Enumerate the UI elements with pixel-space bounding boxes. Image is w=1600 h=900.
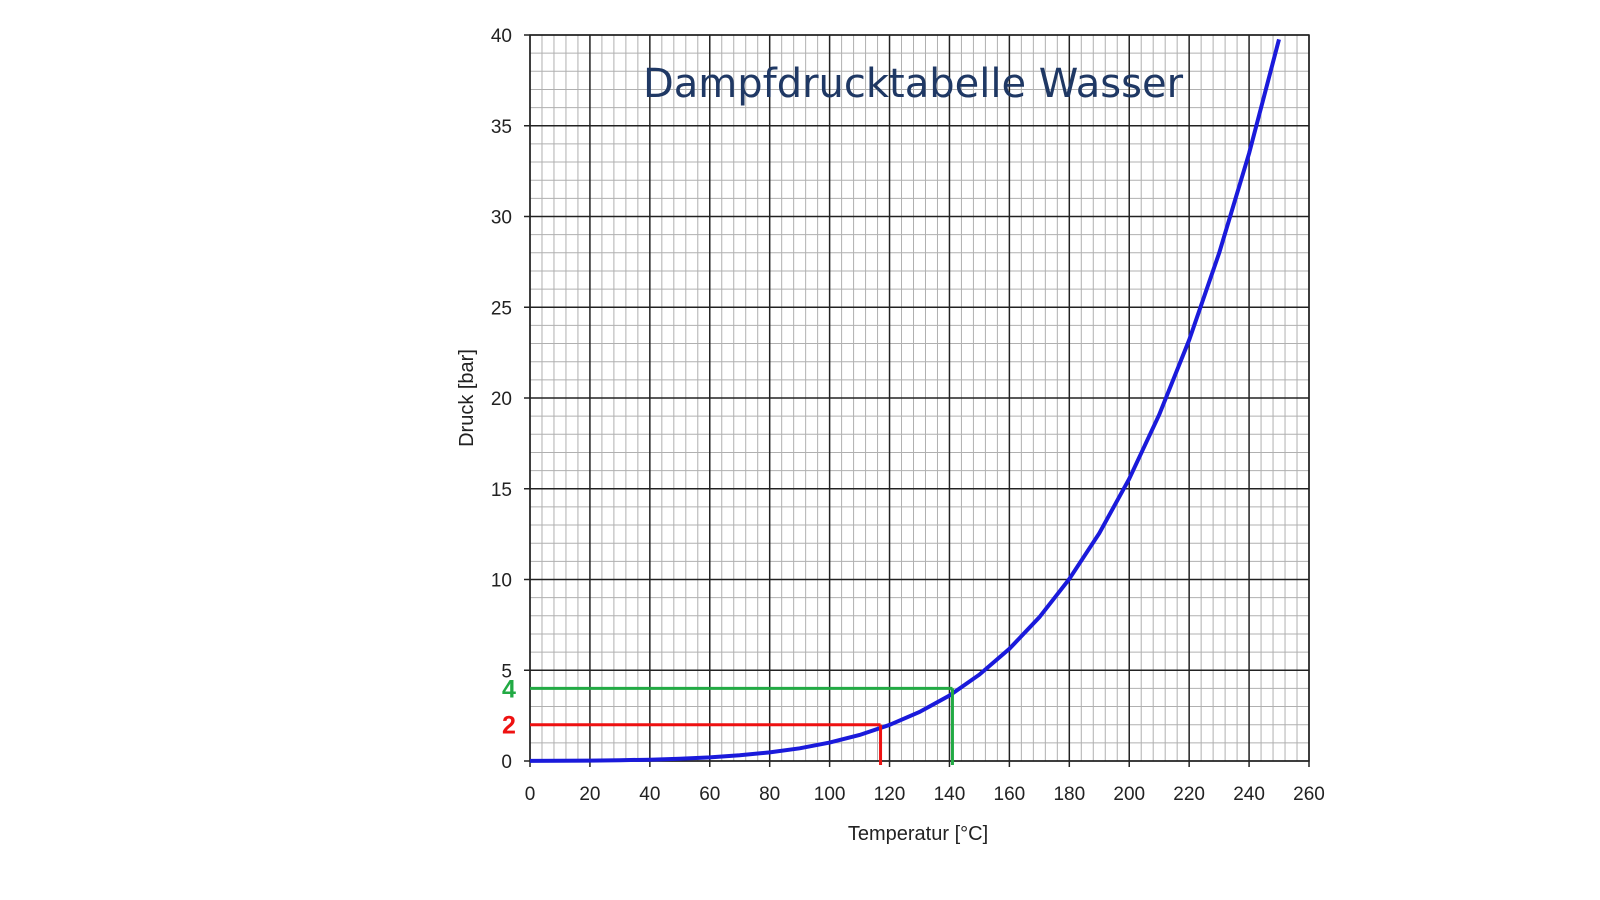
x-tick-label: 60 <box>699 784 720 805</box>
y-axis-title: Druck [bar] <box>456 349 478 447</box>
y-tick-label: 15 <box>491 480 512 501</box>
x-tick-label: 160 <box>994 784 1026 805</box>
y-tick-label: 35 <box>491 117 512 138</box>
x-tick-label: 80 <box>759 784 780 805</box>
x-tick-label: 140 <box>934 784 966 805</box>
x-tick-label: 20 <box>579 784 600 805</box>
x-tick-label: 180 <box>1053 784 1085 805</box>
x-axis-title: Temperatur [°C] <box>848 823 988 845</box>
marker-label: 2 <box>502 712 516 740</box>
x-tick-label: 0 <box>525 784 536 805</box>
x-tick-label: 260 <box>1293 784 1325 805</box>
y-tick-label: 10 <box>491 571 512 592</box>
x-tick-label: 120 <box>874 784 906 805</box>
x-tick-label: 200 <box>1113 784 1145 805</box>
y-tick-label: 25 <box>491 298 512 319</box>
x-tick-label: 240 <box>1233 784 1265 805</box>
x-tick-label: 220 <box>1173 784 1205 805</box>
marker-label: 4 <box>502 675 516 703</box>
plot-frame <box>529 34 1310 762</box>
major-gridlines <box>524 34 1310 767</box>
y-tick-label: 0 <box>501 752 512 773</box>
reading-markers: 24 <box>502 675 954 765</box>
y-tick-label: 40 <box>491 26 512 47</box>
tick-labels: 0 20 40 60 80 100 120 140 160 180 200 220 240 2600510… <box>491 26 1325 805</box>
y-tick-label: 20 <box>491 389 512 410</box>
x-tick-label: 40 <box>639 784 660 805</box>
vapor-pressure-curve <box>529 38 1281 763</box>
chart-title: Dampfdrucktabelle Wasser <box>643 61 1184 107</box>
x-tick-label: 100 <box>814 784 846 805</box>
y-tick-label: 5 <box>501 661 512 682</box>
y-tick-label: 30 <box>491 208 512 229</box>
